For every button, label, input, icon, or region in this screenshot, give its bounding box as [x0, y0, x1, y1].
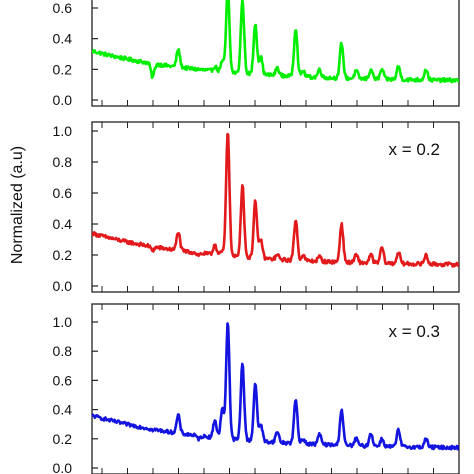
- y-tick-label: 0.4: [53, 31, 73, 47]
- series-line-middle: [92, 132, 459, 268]
- y-tick-label: 1.0: [53, 123, 73, 139]
- y-tick-label: 0.2: [53, 247, 73, 263]
- y-tick-label: 0.2: [53, 431, 73, 447]
- y-tick-label: 0.4: [53, 402, 73, 418]
- panel-bottom: 0.0 0.2 0.4 0.6 0.8 1.0 x = 0.3: [53, 303, 460, 474]
- y-tick-label: 0.8: [53, 343, 73, 359]
- panel-top: 0.0 0.2 0.4 0.6: [53, 0, 460, 108]
- y-tick-label: 0.0: [53, 92, 73, 108]
- panel-frame: [91, 0, 460, 107]
- y-tick-label: 0.2: [53, 61, 73, 77]
- y-tick-label: 0.6: [53, 185, 73, 201]
- panel-middle: 0.0 0.2 0.4 0.6 0.8 1.0 x = 0.2: [53, 121, 460, 294]
- series-line-bottom: [92, 322, 459, 451]
- y-axis-label: Normalized (a.u): [9, 146, 26, 264]
- y-tick-label: 0.0: [53, 460, 73, 474]
- series-line-top: [92, 0, 459, 84]
- panel-frame: [91, 121, 460, 293]
- y-tick-label: 0.6: [53, 0, 73, 16]
- y-tick-label: 0.8: [53, 154, 73, 170]
- panel-annotation: x = 0.2: [388, 140, 440, 159]
- panel-annotation: x = 0.3: [388, 322, 440, 341]
- y-tick-label: 0.6: [53, 372, 73, 388]
- y-tick-label: 1.0: [53, 314, 73, 330]
- y-tick-label: 0.0: [53, 278, 73, 294]
- y-tick-label: 0.4: [53, 216, 73, 232]
- panel-frame: [91, 303, 460, 474]
